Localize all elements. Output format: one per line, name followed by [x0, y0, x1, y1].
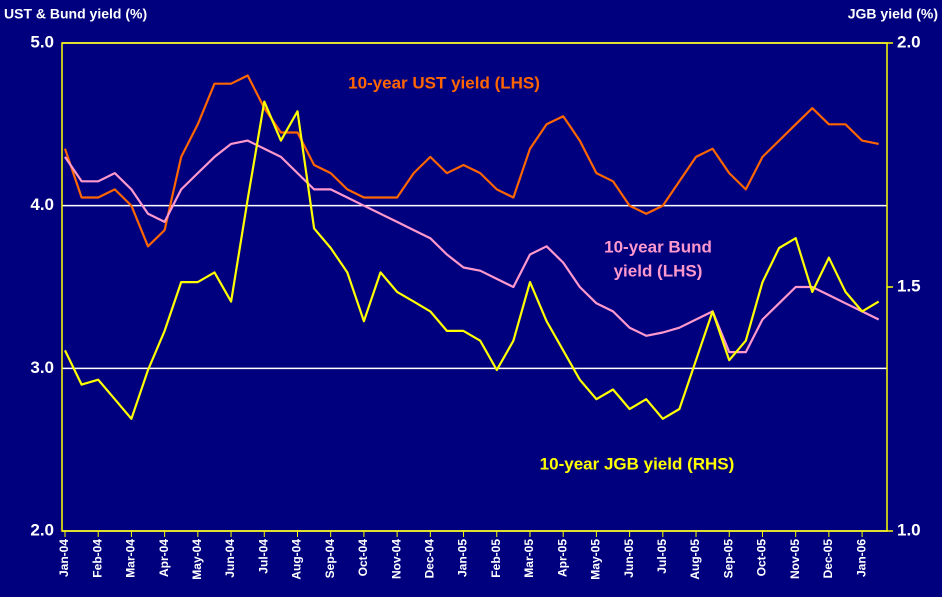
y-tick-label: 5.0	[30, 32, 54, 51]
x-tick-label: Apr-05	[555, 539, 569, 577]
x-tick-label: Nov-05	[788, 539, 802, 579]
annotation: 10-year Bund	[604, 237, 712, 256]
x-tick-label: Jul-05	[655, 539, 669, 574]
x-tick-label: Aug-04	[290, 539, 304, 580]
x-tick-label: Jan-06	[854, 539, 868, 577]
x-tick-label: Feb-04	[90, 539, 104, 578]
x-tick-label: Mar-04	[124, 539, 138, 578]
y2-tick-label: 2.0	[897, 32, 921, 51]
x-tick-label: Oct-05	[755, 539, 769, 577]
x-tick-label: Jan-05	[456, 539, 470, 577]
x-tick-label: Sep-04	[323, 539, 337, 579]
x-tick-label: Dec-04	[423, 539, 437, 579]
x-tick-label: May-05	[589, 539, 603, 580]
series-line	[63, 74, 879, 248]
x-tick-label: Jan-04	[57, 539, 71, 577]
x-tick-label: Jul-04	[256, 539, 270, 574]
x-tick-label: Mar-05	[522, 539, 536, 578]
x-tick-label: Jun-05	[622, 539, 636, 578]
y2-axis-label: JGB yield (%)	[848, 6, 938, 22]
y-axis-label: UST & Bund yield (%)	[4, 6, 147, 22]
x-tick-label: Aug-05	[688, 539, 702, 580]
series-line	[64, 100, 880, 420]
annotation: 10-year JGB yield (RHS)	[540, 454, 735, 473]
x-tick-label: Apr-04	[157, 539, 171, 577]
annotation: yield (LHS)	[614, 261, 703, 280]
y2-tick-label: 1.0	[897, 520, 921, 539]
y-tick-label: 4.0	[30, 195, 54, 214]
x-tick-label: Feb-05	[489, 539, 503, 578]
x-tick-label: May-04	[190, 539, 204, 580]
series-line	[64, 139, 880, 354]
x-tick-label: Oct-04	[356, 539, 370, 577]
annotation: 10-year UST yield (LHS)	[348, 73, 540, 92]
y-tick-label: 2.0	[30, 520, 54, 539]
x-tick-label: Nov-04	[389, 539, 403, 579]
x-tick-label: Sep-05	[721, 539, 735, 579]
y2-tick-label: 1.5	[897, 276, 921, 295]
y-tick-label: 3.0	[30, 358, 54, 377]
x-tick-label: Jun-04	[223, 539, 237, 578]
plot-frame	[61, 42, 888, 532]
x-tick-label: Dec-05	[821, 539, 835, 579]
